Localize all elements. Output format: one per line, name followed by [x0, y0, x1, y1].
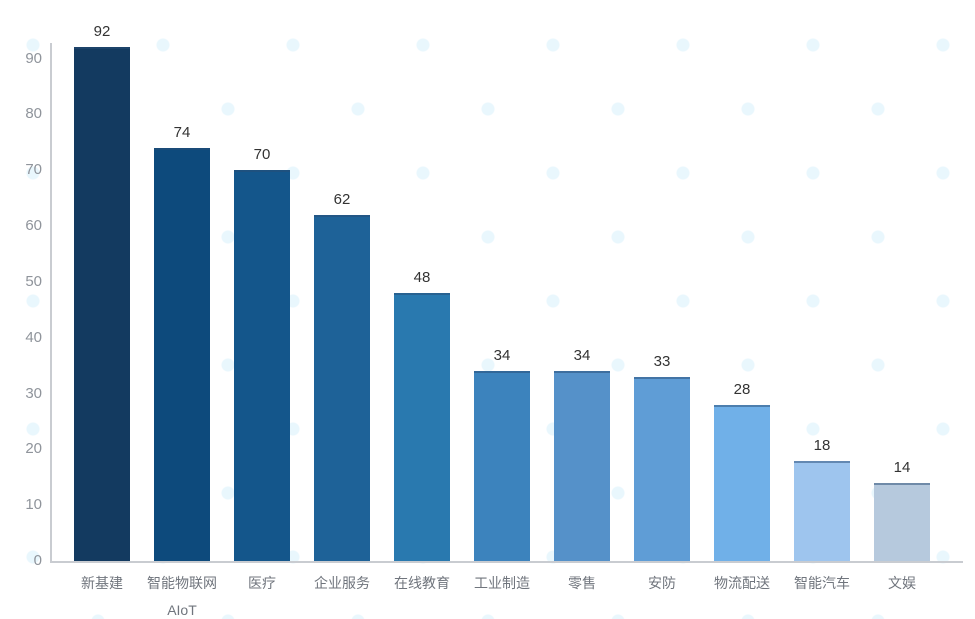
- x-axis-line: [50, 561, 963, 563]
- bar-value-label: 34: [573, 347, 591, 364]
- y-tick-label: 70: [25, 161, 42, 179]
- bar-value-label: 18: [813, 437, 831, 454]
- x-category-label: 智能物联网 AIoT: [147, 575, 217, 618]
- bar-value-label: 48: [413, 269, 431, 286]
- bar-value-label: 74: [173, 124, 191, 141]
- bar-9: [714, 405, 770, 561]
- x-category-label: 文娱: [888, 575, 916, 591]
- x-category-label: 医疗: [248, 575, 276, 591]
- x-category-label: 工业制造: [474, 575, 530, 591]
- bar-value-label: 92: [93, 23, 111, 40]
- x-category-label: 新基建: [81, 575, 123, 591]
- y-tick-label: 60: [25, 217, 42, 235]
- bar-6: [474, 371, 530, 561]
- bar-value-label: 62: [333, 191, 351, 208]
- x-category-label: 智能汽车: [794, 575, 850, 591]
- bar-3: [234, 170, 290, 561]
- y-tick-label: 90: [25, 49, 42, 67]
- y-tick-label: 10: [25, 496, 42, 514]
- y-tick-label: 50: [25, 272, 42, 290]
- bar-11: [874, 483, 930, 561]
- y-tick-label: 40: [25, 328, 42, 346]
- bar-10: [794, 461, 850, 561]
- bar-7: [554, 371, 610, 561]
- bar-2: [154, 148, 210, 561]
- bar-value-label: 70: [253, 146, 271, 163]
- x-category-label: 安防: [648, 575, 676, 591]
- y-tick-label: 0: [33, 552, 42, 569]
- bar-value-label: 14: [893, 459, 911, 476]
- x-category-label: 物流配送: [714, 575, 770, 591]
- x-category-label: 在线教育: [394, 575, 450, 591]
- bar-4: [314, 215, 370, 561]
- y-axis-line: [50, 43, 52, 562]
- bar-value-label: 28: [733, 381, 751, 398]
- bar-8: [634, 377, 690, 561]
- bar-value-label: 34: [493, 347, 511, 364]
- bar-5: [394, 293, 450, 561]
- y-tick-label: 80: [25, 105, 42, 123]
- y-tick-label: 30: [25, 384, 42, 402]
- bar-1: [74, 47, 130, 561]
- x-category-label: 零售: [568, 575, 596, 591]
- x-category-label: 企业服务: [314, 575, 370, 591]
- bar-value-label: 33: [653, 353, 671, 370]
- y-tick-label: 20: [25, 440, 42, 458]
